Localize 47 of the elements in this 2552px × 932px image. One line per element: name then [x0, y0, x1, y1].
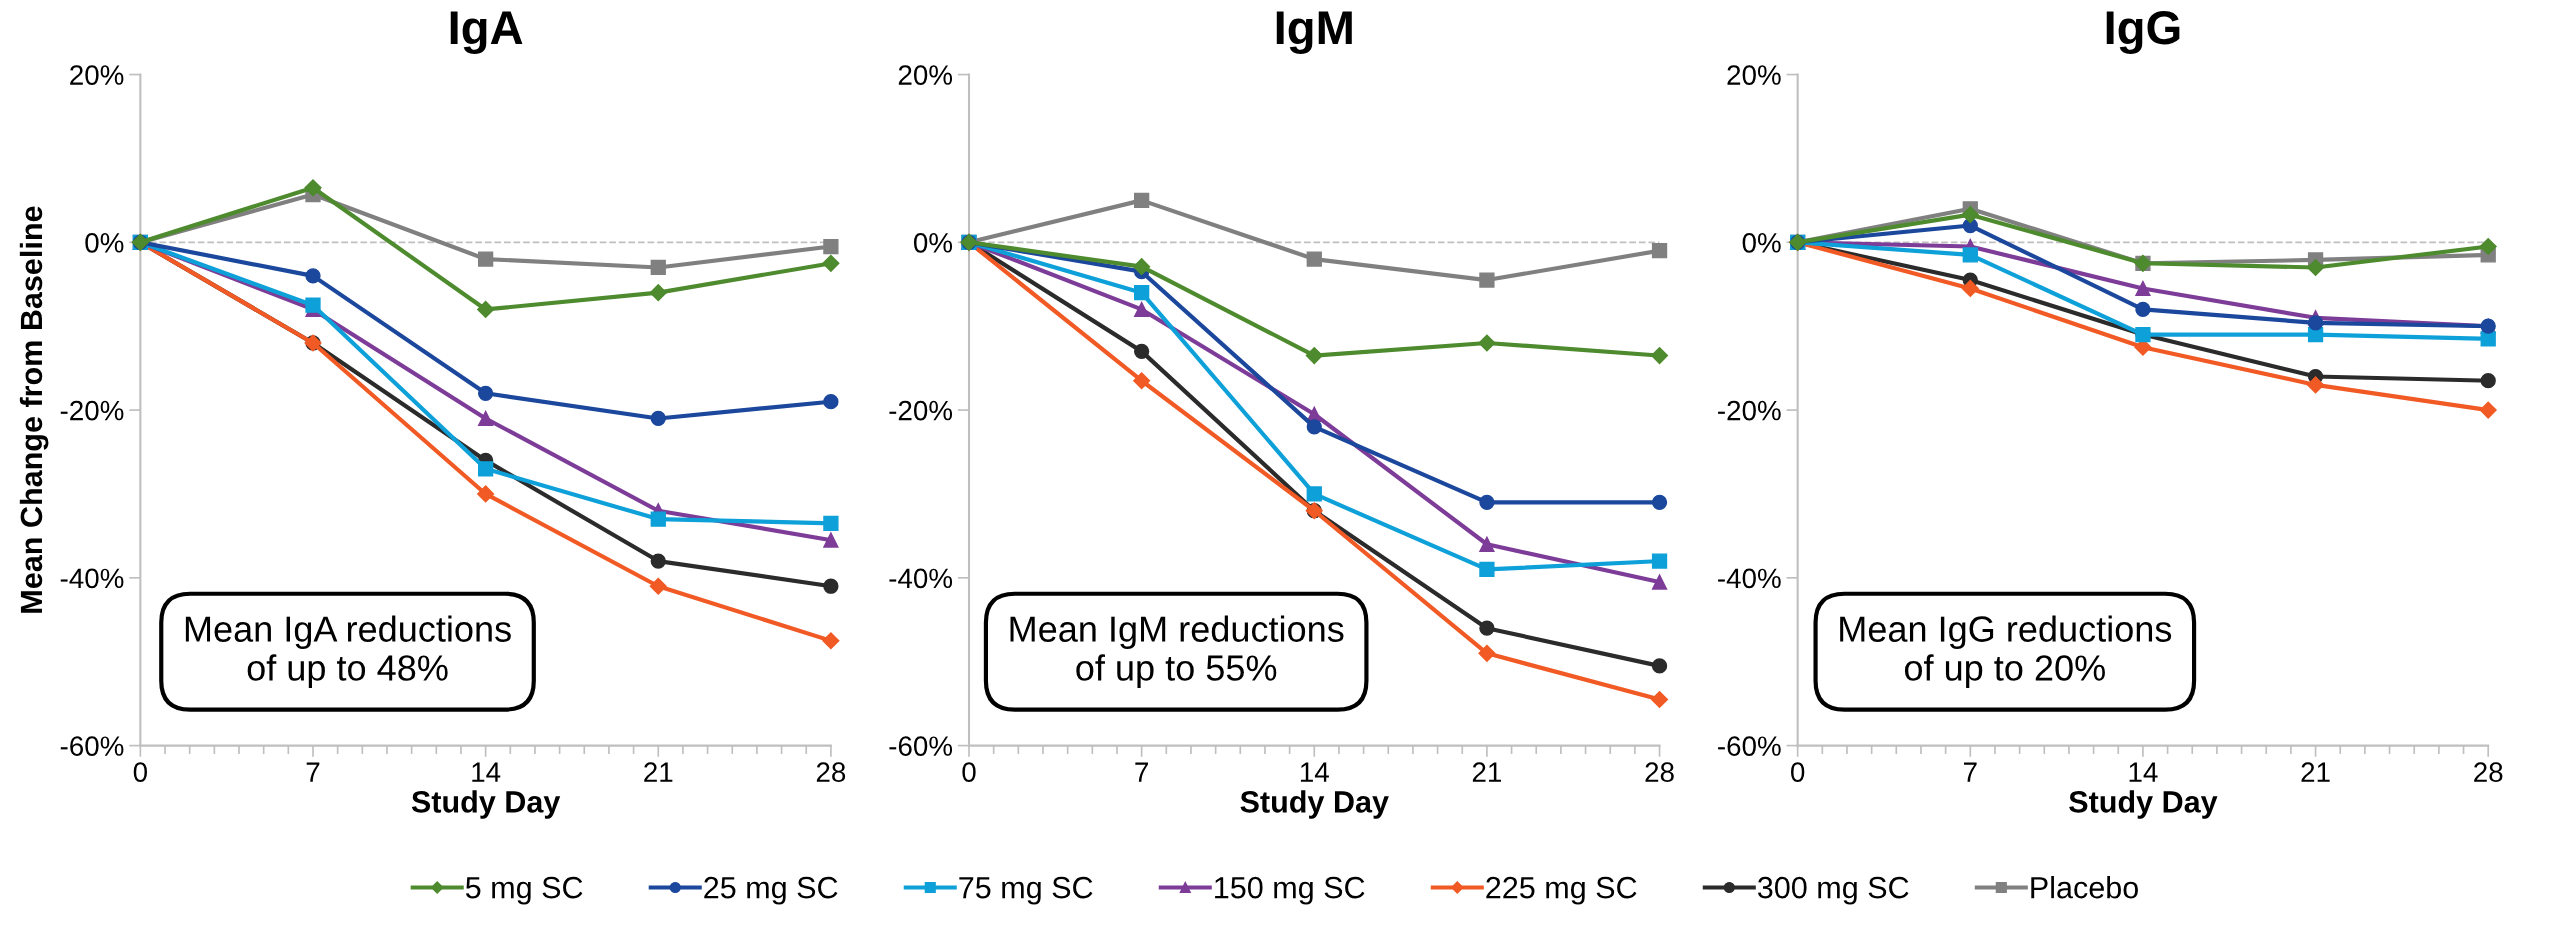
chart-title: IgG	[2106, 11, 2180, 55]
chart-title: IgM	[1276, 11, 1352, 55]
y-tick-label: -40%	[60, 568, 124, 589]
y-tick-label: -60%	[60, 736, 124, 756]
y-tick-label: 0%	[1742, 232, 1781, 253]
y-tick-label: -20%	[1718, 400, 1781, 421]
y-tick-label: 0%	[913, 232, 953, 253]
chart-title: IgA	[450, 11, 523, 55]
legend-label: 150 mg SC	[1215, 876, 1365, 905]
x-tick-label: 7	[1135, 762, 1148, 782]
x-tick-label: 28	[1645, 762, 1674, 782]
x-tick-label: 14	[472, 762, 501, 782]
legend-label: Placebo	[2031, 876, 2138, 899]
annotation: Mean IgG reductions of up to 20%	[1840, 615, 2172, 688]
x-tick-label: 7	[1963, 762, 1977, 782]
x-tick-label: 14	[2129, 762, 2158, 782]
y-tick-label: -40%	[1718, 568, 1781, 589]
x-tick-label: 0	[962, 762, 976, 782]
y-axis-title: Mean Change from Baseline	[19, 206, 49, 613]
x-axis-title: Study Day	[2069, 790, 2218, 819]
y-tick-label: 20%	[1727, 65, 1781, 85]
x-tick-label: 7	[306, 762, 320, 782]
x-tick-label: 0	[1791, 762, 1805, 782]
y-tick-label: -60%	[1718, 736, 1781, 756]
x-tick-label: 14	[1300, 762, 1329, 782]
y-tick-label: 20%	[898, 65, 953, 85]
x-axis-title: Study Day	[411, 790, 561, 819]
y-tick-label: -40%	[889, 568, 953, 589]
x-tick-label: 21	[2301, 762, 2330, 782]
x-tick-label: 28	[816, 762, 846, 782]
x-tick-label: 0	[133, 762, 147, 782]
y-tick-label: 20%	[70, 65, 124, 85]
y-tick-label: -20%	[889, 400, 953, 421]
annotation: Mean IgM reductions of up to 55%	[1010, 615, 1344, 688]
x-tick-label: 28	[2474, 762, 2503, 782]
legend-label: 300 mg SC	[1757, 876, 1909, 905]
x-tick-label: 21	[644, 762, 673, 782]
y-tick-label: -20%	[60, 400, 124, 421]
legend-label: 225 mg SC	[1486, 876, 1637, 905]
legend-label: 25 mg SC	[704, 876, 838, 905]
legend-label: 5 mg SC	[465, 876, 583, 905]
x-tick-label: 21	[1472, 762, 1502, 782]
y-tick-label: 0%	[85, 232, 124, 253]
annotation: Mean IgA reductions of up to 48%	[185, 615, 511, 688]
x-axis-title: Study Day	[1240, 790, 1389, 819]
y-tick-label: -60%	[889, 736, 953, 756]
legend-label: 75 mg SC	[959, 876, 1093, 905]
